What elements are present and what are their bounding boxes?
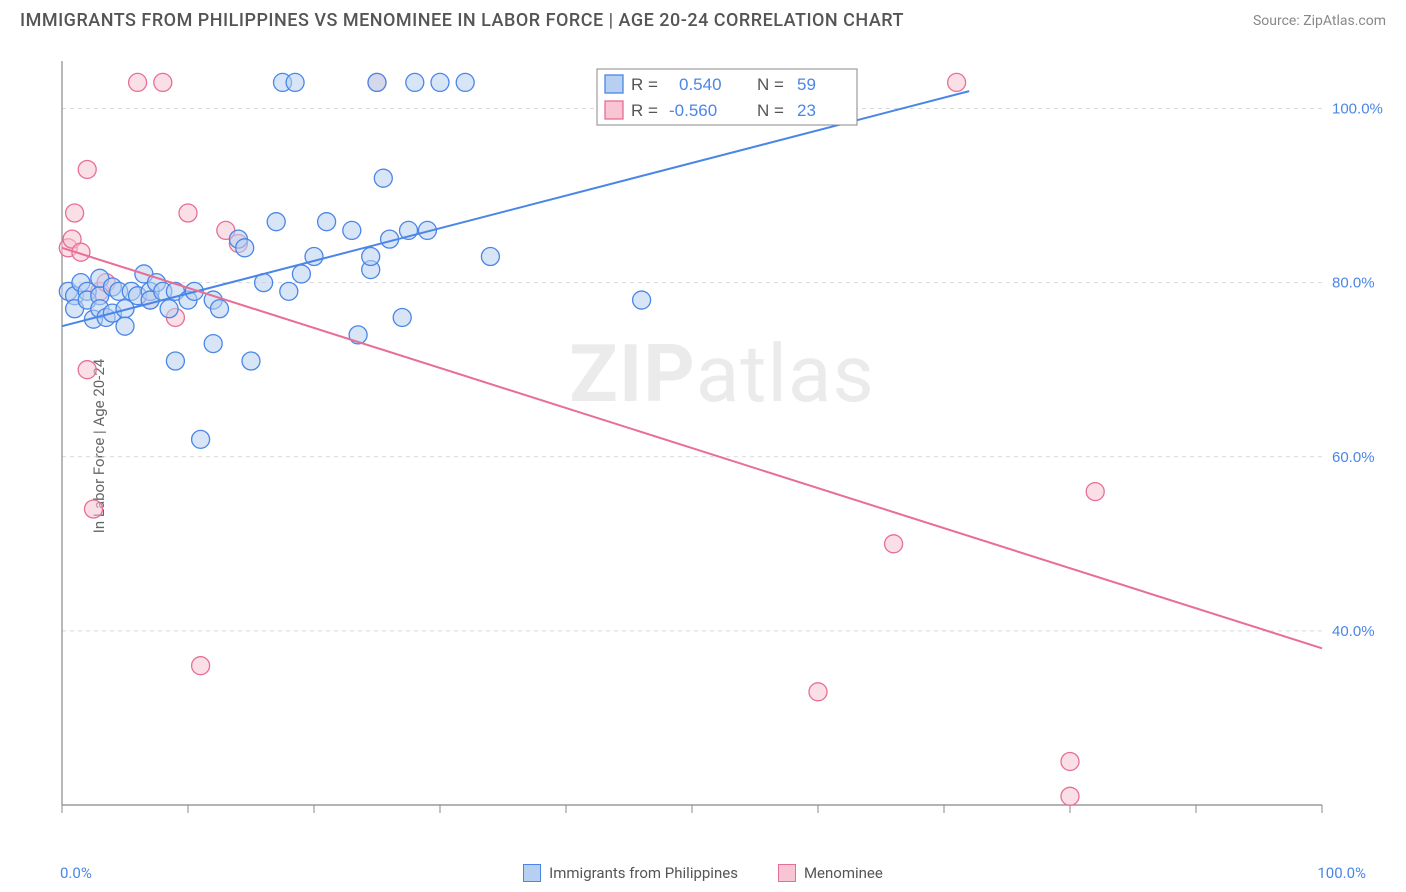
svg-text:N =: N = — [757, 101, 784, 120]
chart-area: 40.0% 60.0% 80.0% 100.0% R = 0.540 N = 59 R = -0.… — [52, 55, 1392, 815]
svg-text:R =: R = — [631, 101, 658, 120]
legend-item-pink: Menominee — [778, 864, 883, 882]
chart-source: Source: ZipAtlas.com — [1253, 13, 1386, 29]
swatch-blue — [523, 864, 541, 882]
svg-text:60.0%: 60.0% — [1332, 449, 1375, 466]
legend-item-blue: Immigrants from Philippines — [523, 864, 738, 882]
svg-text:N =: N = — [757, 75, 784, 94]
legend-label-pink: Menominee — [804, 864, 883, 882]
chart-title: IMMIGRANTS FROM PHILIPPINES VS MENOMINEE… — [20, 10, 904, 31]
svg-text:23: 23 — [797, 101, 816, 120]
legend-label-blue: Immigrants from Philippines — [549, 864, 738, 882]
svg-text:R =: R = — [631, 75, 658, 94]
scatter-chart-svg: 40.0% 60.0% 80.0% 100.0% R = 0.540 N = 59 R = -0.… — [52, 55, 1392, 815]
svg-text:80.0%: 80.0% — [1332, 275, 1375, 292]
swatch-pink — [778, 864, 796, 882]
svg-text:40.0%: 40.0% — [1332, 623, 1375, 640]
svg-text:59: 59 — [797, 75, 816, 94]
svg-text:-0.560: -0.560 — [669, 101, 717, 120]
svg-text:100.0%: 100.0% — [1332, 101, 1383, 118]
bottom-legend: Immigrants from Philippines Menominee — [0, 864, 1406, 882]
svg-text:0.540: 0.540 — [679, 75, 722, 94]
